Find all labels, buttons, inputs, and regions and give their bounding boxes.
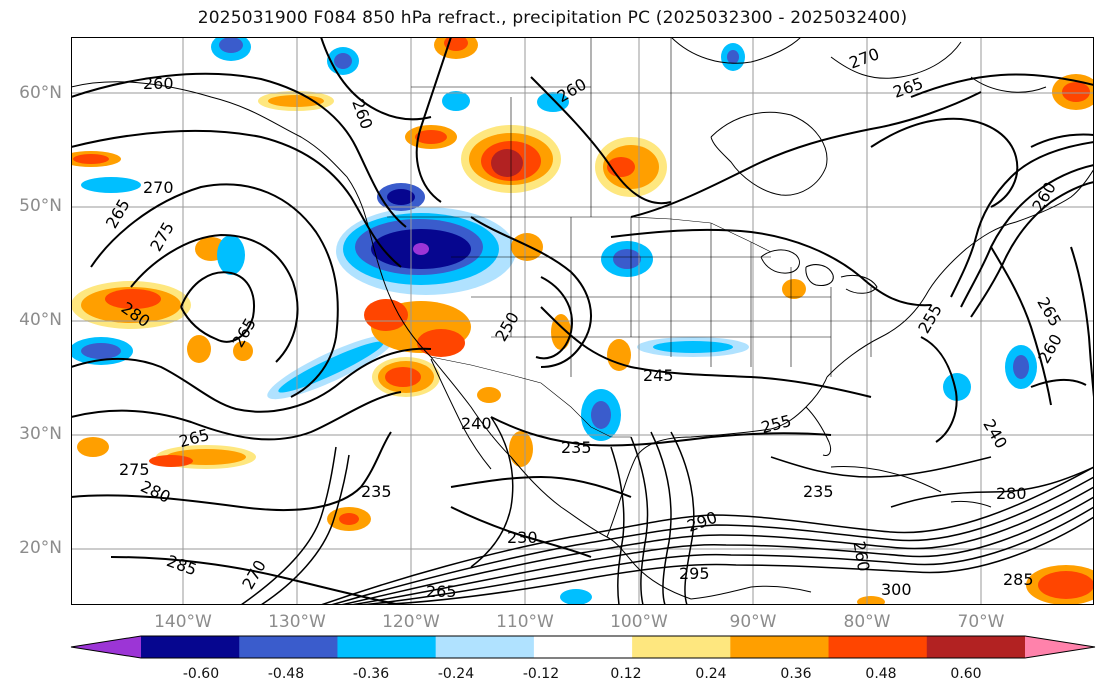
contour-label: 245 xyxy=(643,366,674,385)
contour-label: 230 xyxy=(507,528,538,547)
colorbar-outline xyxy=(70,635,1096,659)
contour-label: 235 xyxy=(803,482,834,501)
map-frame xyxy=(71,37,1094,605)
contour-label: 260 xyxy=(143,74,174,93)
contour-label: 300 xyxy=(881,580,912,599)
colorbar-extend-high xyxy=(1025,636,1095,658)
colorbar-tick: 0.48 xyxy=(865,666,897,682)
contour-label: 265 xyxy=(426,582,457,601)
colorbar-extend-low xyxy=(71,636,141,658)
contour-label: 275 xyxy=(119,460,150,479)
lon-label-140w: 140°W xyxy=(154,612,212,632)
colorbar-tick: -0.24 xyxy=(437,666,475,682)
colorbar-tick: 0.36 xyxy=(780,666,812,682)
shaded-anomalies xyxy=(71,37,1094,605)
contour-label: 235 xyxy=(361,482,392,501)
contour-label: 295 xyxy=(679,564,710,583)
lat-label-50n: 50°N xyxy=(19,196,62,216)
contour-label: 235 xyxy=(561,438,592,457)
lat-label-40n: 40°N xyxy=(19,310,62,330)
colorbar-segment xyxy=(239,636,338,658)
colorbar-segment xyxy=(730,636,830,658)
colorbar-tick: 0.24 xyxy=(695,666,727,682)
lat-label-60n: 60°N xyxy=(19,83,62,103)
colorbar-segment xyxy=(926,636,1026,658)
colorbar-tick: -0.48 xyxy=(267,666,305,682)
lon-label-70w: 70°W xyxy=(957,612,1005,632)
contour-label: 285 xyxy=(1003,570,1034,589)
colorbar-segment xyxy=(533,636,633,658)
colorbar-svg xyxy=(70,635,1096,659)
colorbar-tick: 0.60 xyxy=(950,666,982,682)
colorbar-tick: -0.60 xyxy=(182,666,220,682)
map-title: 2025031900 F084 850 hPa refract., precip… xyxy=(197,8,908,28)
colorbar xyxy=(66,635,1100,659)
colorbar-tick: 0.12 xyxy=(610,666,642,682)
refractivity-contours xyxy=(71,37,1094,605)
map-canvas: 260 260 260 270 265 265 270 275 280 265 … xyxy=(71,37,1094,605)
colorbar-tick: -0.36 xyxy=(352,666,390,682)
colorbar-segment xyxy=(435,636,535,658)
map-panel: 260 260 260 270 265 265 270 275 280 265 … xyxy=(71,37,1094,605)
lat-label-30n: 30°N xyxy=(19,424,62,444)
coastlines xyxy=(71,37,1094,600)
contour-label: 240 xyxy=(461,414,492,433)
political-borders xyxy=(387,37,872,438)
colorbar-tick: -0.12 xyxy=(522,666,560,682)
lon-label-80w: 80°W xyxy=(843,612,891,632)
lon-label-90w: 90°W xyxy=(729,612,777,632)
colorbar-segment xyxy=(632,636,731,658)
colorbar-segment xyxy=(141,636,240,658)
colorbar-segment xyxy=(828,636,928,658)
lon-label-130w: 130°W xyxy=(268,612,326,632)
contour-label: 280 xyxy=(996,484,1027,503)
contour-label: 270 xyxy=(143,178,174,197)
lon-label-120w: 120°W xyxy=(382,612,440,632)
lon-label-100w: 100°W xyxy=(610,612,668,632)
lat-label-20n: 20°N xyxy=(19,538,62,558)
contour-bundle xyxy=(240,416,1094,605)
colorbar-segment xyxy=(337,636,437,658)
lon-label-110w: 110°W xyxy=(496,612,554,632)
